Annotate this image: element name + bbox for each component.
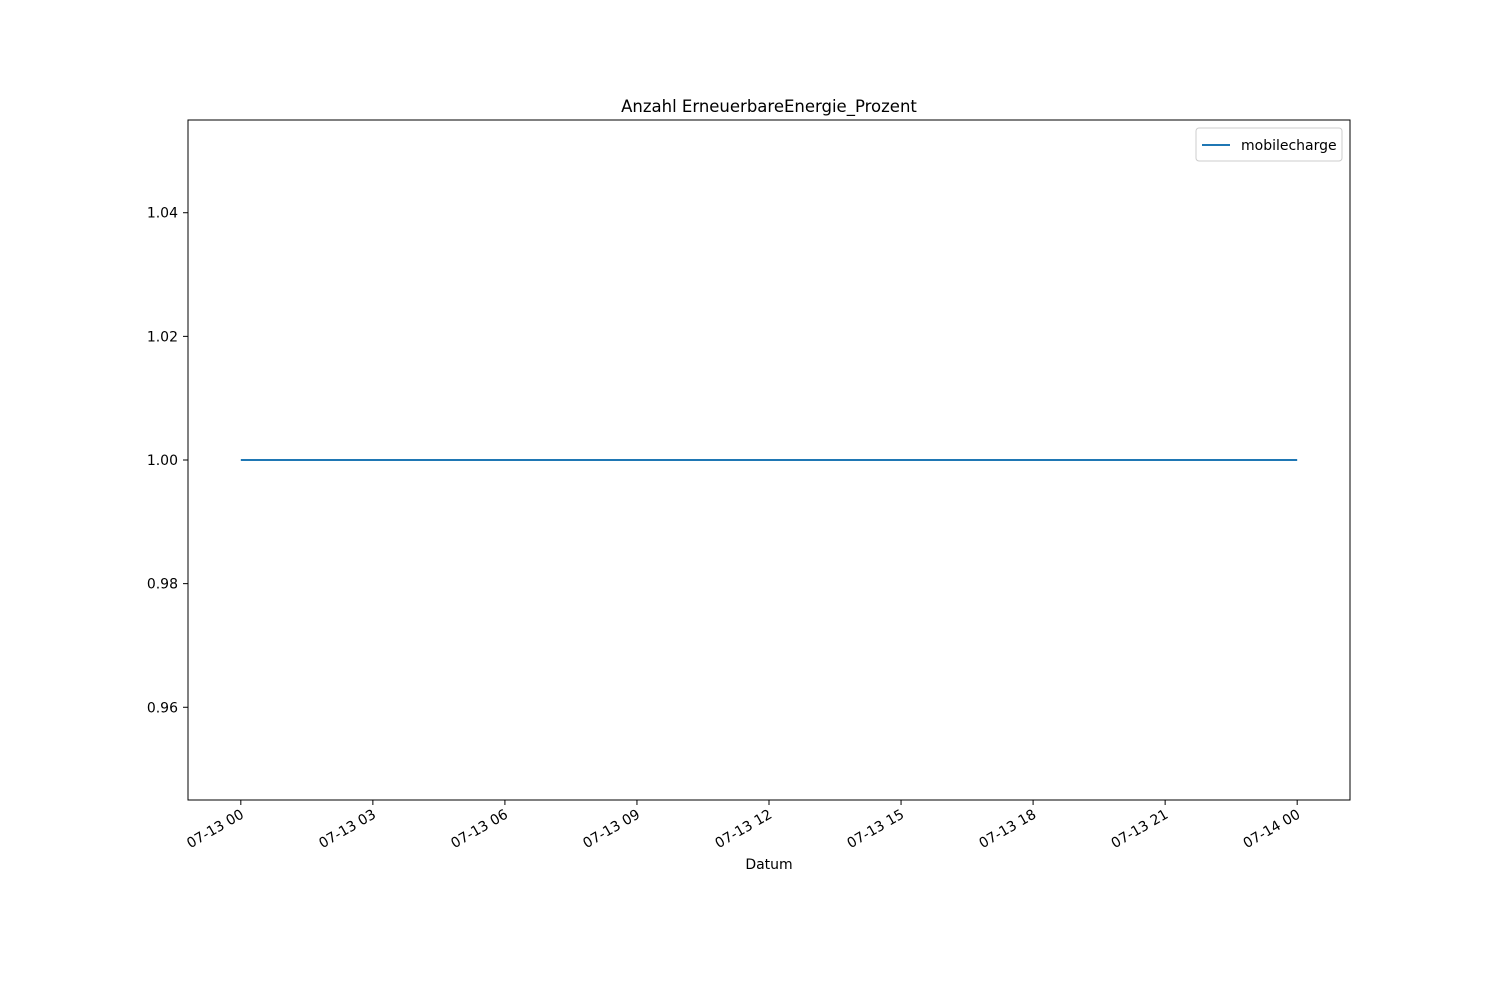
y-tick-label: 0.96 [147, 700, 178, 716]
y-axis: 0.96 0.98 1.00 1.02 1.04 [147, 206, 188, 716]
y-tick-label: 0.98 [147, 577, 178, 593]
y-tick-label: 1.00 [147, 453, 178, 469]
y-tick-label: 1.02 [147, 329, 178, 345]
legend: mobilecharge [1195, 127, 1343, 162]
x-axis-label: Datum [745, 857, 792, 873]
y-tick-label: 1.04 [147, 206, 178, 222]
legend-box [1195, 127, 1343, 162]
chart-title: Anzahl ErneuerbareEnergie_Prozent [621, 97, 917, 117]
legend-label: mobilecharge [1241, 138, 1337, 154]
